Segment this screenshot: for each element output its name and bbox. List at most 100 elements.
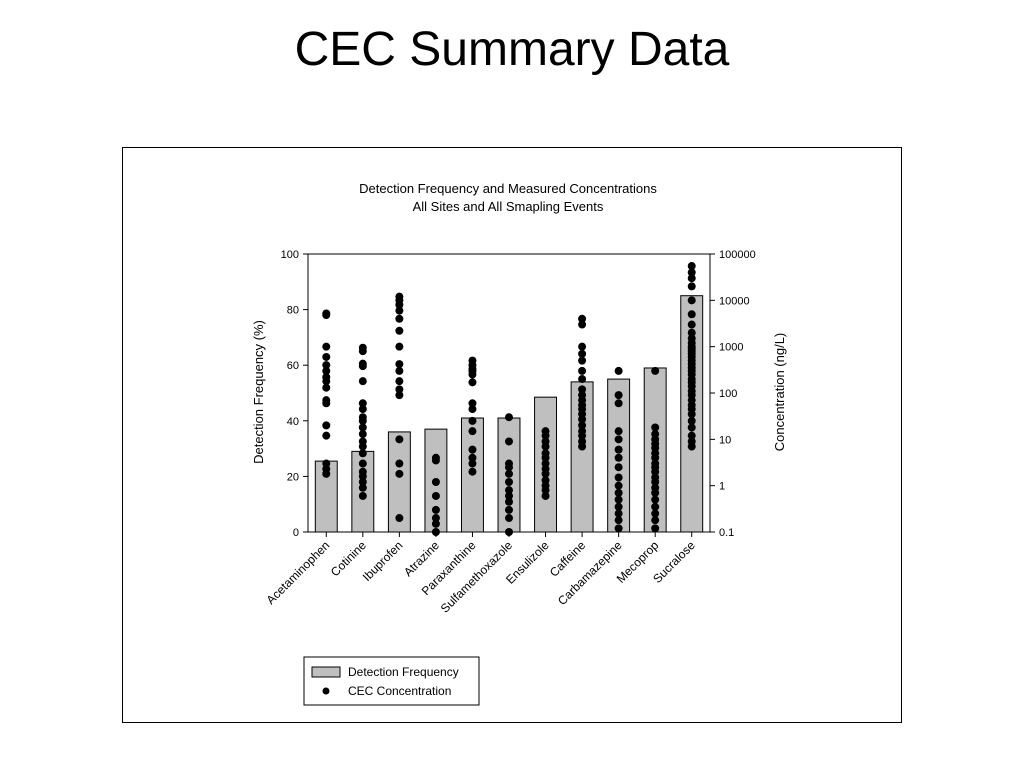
legend-bar-swatch (311, 666, 341, 678)
concentration-point (468, 453, 477, 462)
concentration-point (614, 473, 623, 482)
concentration-point (322, 361, 331, 370)
concentration-point (651, 488, 660, 497)
concentration-point (322, 311, 331, 320)
concentration-point (578, 415, 587, 424)
concentration-point (358, 416, 367, 425)
concentration-point (395, 326, 404, 335)
concentration-point (651, 453, 660, 462)
concentration-point (468, 467, 477, 476)
concentration-point (431, 477, 440, 486)
y2-tick-label: 10000 (719, 295, 750, 307)
concentration-point (614, 453, 623, 462)
concentration-point (505, 477, 513, 486)
concentration-point (578, 366, 587, 375)
concentration-point (431, 456, 440, 465)
concentration-point (468, 416, 477, 425)
legend-box (303, 656, 480, 706)
category-label: Carbamazepine (555, 538, 625, 608)
concentration-point (614, 495, 623, 504)
concentration-point (322, 352, 331, 361)
concentration-point (358, 362, 367, 371)
concentration-point (651, 509, 660, 518)
concentration-point (505, 505, 513, 514)
concentration-point (541, 442, 550, 451)
chart-subtitle: All Sites and All Smapling Events (413, 199, 604, 214)
concentration-point (322, 383, 331, 392)
legend-marker-swatch (322, 687, 330, 695)
concentration-point (431, 491, 440, 500)
concentration-point (395, 385, 404, 394)
y-tick-label: 40 (287, 416, 299, 428)
concentration-point (505, 437, 513, 446)
concentration-point (358, 483, 367, 492)
concentration-point (358, 405, 367, 414)
concentration-point (651, 366, 660, 375)
concentration-point (578, 349, 587, 358)
concentration-point (614, 509, 623, 518)
concentration-point (578, 314, 587, 323)
concentration-point (687, 442, 696, 451)
concentration-point (358, 377, 367, 386)
concentration-point (687, 282, 696, 291)
category-label: Ibuprofen (360, 538, 406, 584)
y-tick-label: 0 (293, 527, 299, 539)
concentration-point (395, 342, 404, 351)
y2-tick-label: 0.1 (719, 527, 734, 539)
concentration-point (578, 356, 587, 365)
y-tick-label: 80 (287, 305, 299, 317)
concentration-point (358, 459, 367, 468)
concentration-point (614, 366, 623, 375)
concentration-point (687, 262, 696, 271)
concentration-point (358, 399, 367, 408)
y2-tick-label: 100000 (719, 249, 756, 261)
concentration-point (468, 445, 477, 454)
concentration-point (614, 463, 623, 472)
concentration-point (395, 391, 404, 400)
concentration-point (614, 445, 623, 454)
concentration-point (505, 514, 513, 523)
concentration-point (578, 320, 587, 329)
concentration-point (651, 495, 660, 504)
concentration-point (505, 486, 513, 495)
concentration-point (468, 405, 477, 414)
concentration-point (395, 366, 404, 375)
concentration-point (651, 477, 660, 486)
concentration-point (395, 377, 404, 386)
concentration-point (468, 427, 477, 436)
chart-svg: Detection Frequency and Measured Concent… (251, 181, 787, 706)
concentration-point (651, 502, 660, 511)
concentration-point (395, 360, 404, 369)
concentration-point (687, 431, 696, 440)
concentration-point (505, 497, 513, 506)
concentration-point (614, 399, 623, 408)
y-tick-label: 100 (281, 249, 299, 261)
category-label: Acetaminophen (264, 538, 333, 607)
concentration-point (505, 491, 513, 500)
concentration-point (614, 427, 623, 436)
concentration-point (505, 463, 513, 472)
concentration-point (687, 423, 696, 432)
concentration-point (651, 467, 660, 476)
concentration-point (431, 514, 440, 523)
plot-area: 0 20 40 60 80 100 0.1 1 10 100 1000 10000 100000 Acet… (264, 249, 756, 616)
concentration-point (322, 399, 331, 408)
concentration-point (395, 300, 404, 309)
concentration-point (578, 442, 587, 451)
chart-frame: Detection Frequency and Measured Concent… (122, 147, 902, 723)
concentration-point (687, 328, 696, 337)
concentration-point (687, 274, 696, 283)
concentration-point (395, 306, 404, 315)
concentration-point (322, 421, 331, 430)
y2-tick-label: 1000 (719, 342, 743, 354)
concentration-point (541, 491, 550, 500)
y2-axis-label: Concentration (ng/L) (772, 333, 787, 452)
concentration-point (431, 519, 440, 528)
concentration-point (614, 516, 623, 525)
concentration-point (505, 469, 513, 478)
concentration-point (431, 505, 440, 514)
concentration-point (687, 296, 696, 305)
concentration-point (687, 320, 696, 329)
concentration-point (541, 486, 550, 495)
concentration-point (614, 488, 623, 497)
